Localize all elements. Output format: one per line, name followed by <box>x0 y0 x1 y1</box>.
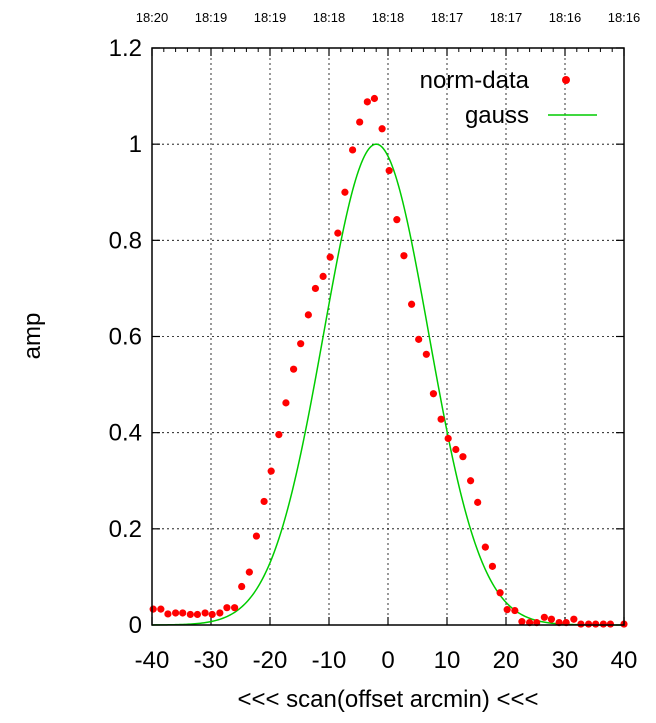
data-point <box>356 118 364 126</box>
data-point <box>452 445 460 454</box>
data-point <box>577 620 585 628</box>
data-point <box>540 613 548 621</box>
data-point <box>311 284 320 293</box>
data-point <box>408 300 416 308</box>
data-point <box>326 253 334 261</box>
data-point <box>290 365 298 373</box>
top-time-label: 18:19 <box>195 10 228 25</box>
y-tick-label: 0.8 <box>109 227 142 254</box>
data-point <box>201 609 209 617</box>
data-point <box>238 582 246 591</box>
data-point <box>319 272 327 280</box>
data-point <box>467 477 475 485</box>
y-tick-label: 0.4 <box>109 420 142 447</box>
top-time-label: 18:17 <box>490 10 523 25</box>
data-point <box>496 589 504 597</box>
data-point <box>363 98 371 106</box>
grid <box>152 48 624 625</box>
data-point <box>149 605 157 613</box>
x-tick-label: 10 <box>434 647 461 674</box>
legend-marker-norm-data <box>562 76 570 84</box>
data-point <box>297 340 305 348</box>
x-tick-label: -40 <box>135 647 170 674</box>
data-point <box>179 609 187 617</box>
top-time-label: 18:18 <box>372 10 405 25</box>
data-point <box>275 430 283 439</box>
data-point <box>429 390 438 398</box>
gauss-curve <box>151 143 624 626</box>
y-tick-label: 1.2 <box>109 35 142 62</box>
data-point <box>216 609 224 617</box>
data-point <box>370 94 379 103</box>
data-point <box>503 606 511 614</box>
x-tick-label: 20 <box>493 647 520 674</box>
top-time-label: 18:18 <box>313 10 346 25</box>
x-tick-label: -10 <box>312 647 347 674</box>
x-tick-label: -30 <box>194 647 229 674</box>
data-point <box>304 311 312 319</box>
data-point <box>385 167 393 175</box>
top-time-label: 18:17 <box>431 10 464 25</box>
data-point <box>260 497 268 506</box>
norm-data-series <box>149 94 628 628</box>
data-point <box>349 146 357 154</box>
legend-label-norm-data: norm-data <box>420 67 530 94</box>
gauss-series <box>151 143 624 626</box>
data-point <box>481 543 489 551</box>
y-tick-label: 0.2 <box>109 516 142 543</box>
y-tick-label: 1 <box>129 131 142 158</box>
data-point <box>599 620 607 628</box>
data-point <box>157 605 165 613</box>
x-tick-label: -20 <box>253 647 288 674</box>
y-tick-label: 0.6 <box>109 324 142 351</box>
data-point <box>585 620 593 628</box>
top-time-labels: 18:20 18:19 18:19 18:18 18:18 18:17 18:17 18:16… <box>136 10 641 25</box>
data-point <box>341 188 349 196</box>
data-point <box>334 229 342 237</box>
plot-frame <box>151 47 625 626</box>
data-point <box>518 618 526 626</box>
data-point <box>444 434 452 443</box>
data-point <box>474 498 482 506</box>
y-tick-labels: 0 0.2 0.4 0.6 0.8 1 1.2 <box>109 35 142 639</box>
data-point <box>282 399 290 407</box>
data-point <box>592 620 600 628</box>
top-time-label: 18:19 <box>254 10 287 25</box>
data-point <box>488 562 497 570</box>
data-point <box>547 615 556 623</box>
data-point <box>393 216 401 224</box>
x-axis-title: <<< scan(offset arcmin) <<< <box>237 686 538 713</box>
data-point <box>267 467 275 475</box>
top-time-label: 18:16 <box>549 10 582 25</box>
data-point <box>606 620 615 628</box>
legend-label-gauss: gauss <box>465 102 529 129</box>
data-point <box>570 615 578 623</box>
x-tick-label: 0 <box>381 647 394 674</box>
top-time-label: 18:16 <box>608 10 641 25</box>
data-point <box>459 453 467 461</box>
data-point <box>422 350 430 358</box>
y-axis-title: amp <box>19 313 46 360</box>
data-point <box>252 532 261 540</box>
data-point <box>223 604 231 612</box>
data-point <box>437 415 445 423</box>
data-point <box>415 335 423 343</box>
legend: norm-data gauss <box>420 67 597 129</box>
data-point <box>186 610 194 619</box>
data-point <box>378 125 386 133</box>
x-tick-label: 40 <box>611 647 638 674</box>
x-tick-label: 30 <box>552 647 579 674</box>
data-point <box>511 606 519 615</box>
y-tick-label: 0 <box>129 612 142 639</box>
data-point <box>164 610 172 618</box>
data-point <box>172 609 180 617</box>
data-point <box>231 604 239 612</box>
data-point <box>208 610 216 619</box>
x-tick-labels: -40 -30 -20 -10 0 10 20 30 40 <box>135 647 638 674</box>
data-point <box>245 568 253 576</box>
data-point <box>193 610 202 619</box>
top-time-label: 18:20 <box>136 10 169 25</box>
data-point <box>400 252 408 260</box>
